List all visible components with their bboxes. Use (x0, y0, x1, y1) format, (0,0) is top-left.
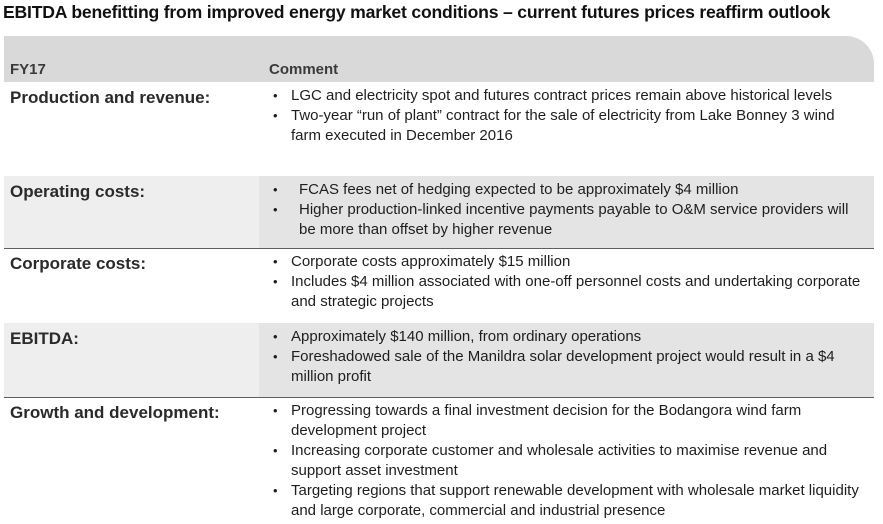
row-comment: • LGC and electricity spot and futures co… (259, 82, 874, 176)
list-item: • Progressing towards a final investment … (273, 402, 802, 439)
list-item: • Higher production-linked incentive paym… (273, 201, 849, 238)
table-row-corporate-costs: Corporate costs: • Corporate costs approx… (4, 248, 874, 323)
page-title: EBITDA benefitting from improved energy … (3, 2, 831, 22)
table-row-growth-development: Growth and development: • Progressing tow… (4, 397, 874, 523)
row-comment: • Approximately $140 million, from ordina… (259, 323, 874, 397)
list-item: • LGC and electricity spot and futures co… (273, 87, 833, 104)
list-item: • Targeting regions that support renewabl… (273, 482, 859, 519)
row-label: Production and revenue: (10, 88, 211, 107)
bullet-icon: • (273, 483, 278, 498)
bullet-icon: • (273, 349, 278, 364)
table-header: FY17 Comment (4, 36, 874, 82)
table-row-ebitda: EBITDA: • Approximately $140 million, fro… (4, 323, 874, 397)
row-comment: • Progressing towards a final investment … (259, 397, 874, 523)
bullet-icon: • (273, 443, 278, 458)
list-item: • Increasing corporate customer and whole… (273, 442, 828, 479)
bullet-icon: • (273, 274, 278, 289)
list-item: • Approximately $140 million, from ordina… (273, 328, 642, 345)
row-label: Growth and development: (10, 403, 220, 422)
bullet-icon: • (273, 108, 278, 123)
row-comment: • Corporate costs approximately $15 milli… (259, 248, 874, 323)
row-divider (4, 248, 874, 249)
row-label: Operating costs: (10, 182, 146, 201)
list-item: • Foreshadowed sale of the Manildra solar… (273, 348, 835, 385)
table-row-production-revenue: Production and revenue: • LGC and electri… (4, 82, 874, 176)
bullet-icon: • (273, 403, 278, 418)
outlook-table: FY17 Comment Production and revenue: • LG… (4, 36, 874, 523)
bullet-icon: • (273, 329, 278, 344)
row-divider (4, 397, 874, 398)
table-row-operating-costs: Operating costs: • FCAS fees net of hedgi… (4, 176, 874, 248)
bullet-icon: • (273, 88, 278, 103)
row-label: Corporate costs: (10, 254, 147, 273)
list-item: • Corporate costs approximately $15 milli… (273, 253, 571, 270)
bullet-icon: • (273, 202, 278, 217)
bullet-icon: • (273, 182, 278, 197)
bullet-icon: • (273, 254, 278, 269)
list-item: • FCAS fees net of hedging expected to be… (273, 181, 739, 198)
row-comment: • FCAS fees net of hedging expected to be… (259, 176, 874, 248)
header-fy17: FY17 (10, 61, 46, 78)
row-label: EBITDA: (10, 329, 79, 348)
list-item: • Includes $4 million associated with one… (273, 273, 861, 310)
header-comment: Comment (269, 61, 339, 78)
list-item: • Two-year “run of plant” contract for th… (273, 107, 835, 144)
